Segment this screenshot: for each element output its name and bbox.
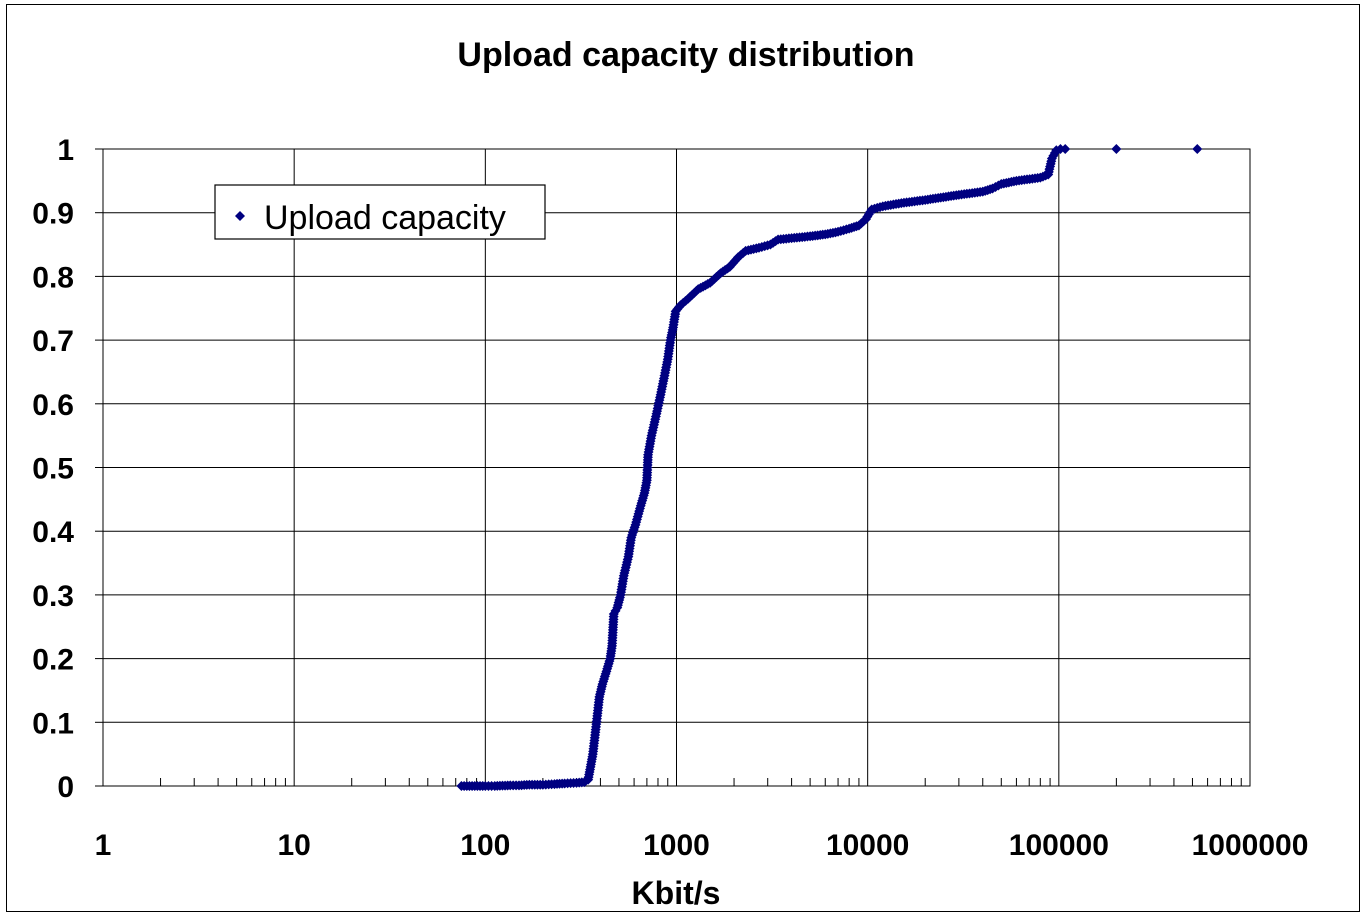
grid: [95, 148, 1251, 787]
x-axis-tick-labels: 1 10 100 1000 10000 100000 1000000: [95, 829, 1309, 862]
y-tick-label: 0.1: [32, 707, 74, 740]
x-tick-label: 1000: [643, 829, 710, 862]
y-tick-label: 0: [57, 771, 74, 804]
chart-frame: [6, 4, 1360, 912]
y-tick-label: 0.8: [32, 261, 74, 294]
x-tick-label: 10: [277, 829, 310, 862]
y-tick-label: 0.3: [32, 580, 74, 613]
series-upload-capacity: [456, 144, 1203, 791]
data-point: [1192, 144, 1203, 154]
y-tick-label: 1: [57, 134, 74, 167]
x-tick-label: 1000000: [1192, 829, 1309, 862]
y-tick-label: 0.2: [32, 644, 74, 677]
y-axis-tick-labels: 0 0.1 0.2 0.3 0.4 0.5 0.6 0.7 0.8 0.9 1: [32, 134, 74, 804]
legend-box: [214, 184, 546, 240]
y-tick-label: 0.5: [32, 453, 74, 486]
data-point: [1060, 144, 1071, 154]
legend: Upload capacity: [214, 184, 546, 240]
x-axis-ticks: [160, 778, 1242, 786]
x-tick-label: 100000: [1009, 829, 1109, 862]
x-tick-label: 10000: [826, 829, 909, 862]
chart-title: Upload capacity distribution: [457, 36, 914, 74]
y-tick-label: 0.9: [32, 198, 74, 231]
data-point: [1111, 144, 1122, 154]
x-axis-title: Kbit/s: [632, 875, 721, 911]
legend-marker-diamond-icon: [235, 211, 245, 221]
y-tick-label: 0.6: [32, 389, 74, 422]
plot-area-border: [102, 148, 1251, 787]
x-tick-label: 100: [460, 829, 510, 862]
legend-label: Upload capacity: [264, 199, 506, 237]
x-tick-label: 1: [95, 829, 112, 862]
y-tick-label: 0.7: [32, 325, 74, 358]
y-tick-label: 0.4: [32, 516, 74, 549]
